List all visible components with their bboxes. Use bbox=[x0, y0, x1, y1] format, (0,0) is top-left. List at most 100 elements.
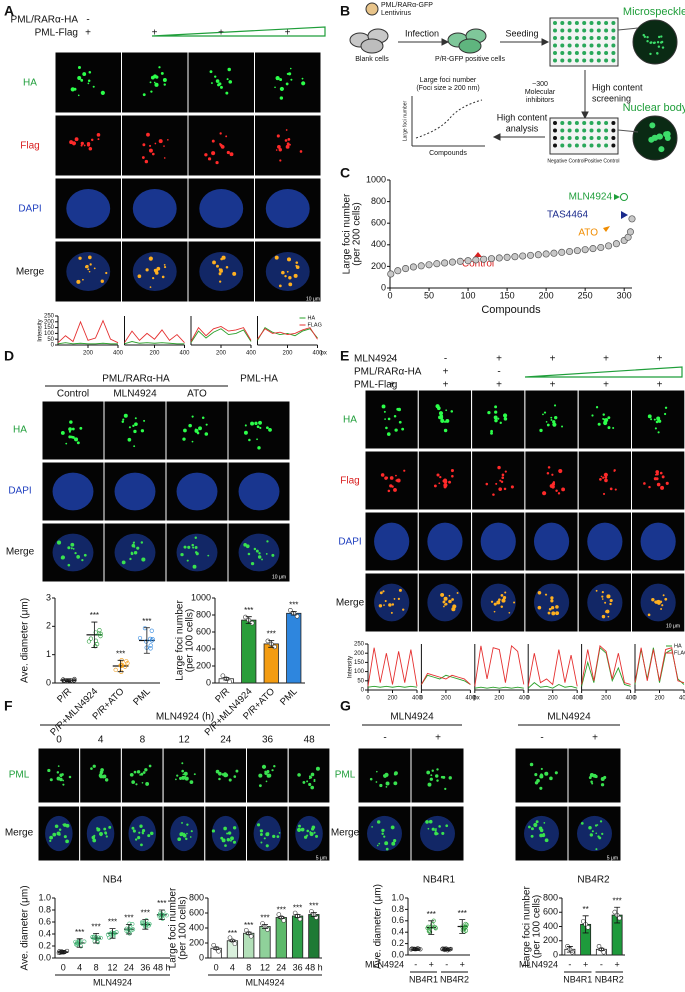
focus-spot bbox=[309, 831, 314, 837]
well bbox=[553, 36, 557, 40]
x-tick-label: 200 bbox=[441, 696, 452, 702]
focus-spot bbox=[256, 425, 260, 429]
focus-spot bbox=[643, 482, 646, 485]
focus-spot bbox=[550, 599, 554, 603]
focus-spot bbox=[445, 418, 450, 423]
nucleus bbox=[52, 533, 94, 572]
focus-spot bbox=[245, 544, 250, 549]
focus-spot bbox=[435, 774, 439, 778]
focus-spot bbox=[232, 840, 237, 844]
focus-spot bbox=[490, 600, 494, 603]
focus-spot bbox=[651, 598, 655, 602]
focus-spot bbox=[141, 557, 146, 562]
x-tick-label: 12 bbox=[107, 962, 117, 972]
measurement-ring bbox=[124, 659, 129, 664]
y-tick-label: 50 bbox=[357, 678, 364, 684]
focus-spot bbox=[138, 831, 141, 834]
focus-spot bbox=[601, 832, 604, 835]
legend-label: FLAG bbox=[308, 322, 322, 328]
focus-spot bbox=[77, 76, 82, 81]
focus-spot bbox=[425, 820, 429, 824]
annotation: ATO bbox=[578, 228, 598, 239]
x-axis-label: MLN4924 bbox=[93, 977, 132, 987]
focus-spot bbox=[601, 614, 606, 619]
focus-spot bbox=[76, 555, 80, 559]
trace bbox=[124, 341, 185, 345]
header-label: PML/RARα-HA bbox=[354, 367, 422, 378]
focus-spot bbox=[603, 775, 607, 780]
nucleus bbox=[524, 815, 559, 852]
measurement-ring bbox=[61, 678, 66, 683]
focus-spot bbox=[230, 839, 232, 842]
well bbox=[553, 43, 557, 48]
focus-spot bbox=[97, 138, 100, 141]
error-bar bbox=[229, 939, 236, 943]
focus-spot bbox=[436, 779, 439, 782]
trace bbox=[421, 672, 471, 685]
error-bar bbox=[582, 915, 589, 934]
legend-label: HA bbox=[674, 643, 682, 649]
y-tick-label: 0.4 bbox=[391, 927, 404, 937]
micrograph bbox=[524, 450, 579, 511]
step-label: High content bbox=[592, 82, 643, 92]
header-label: PML/RARα-HA bbox=[11, 15, 79, 26]
focus-spot bbox=[490, 431, 493, 435]
row-label: Merge bbox=[6, 547, 35, 558]
focus-spot bbox=[128, 426, 131, 429]
focus-spot bbox=[387, 417, 391, 421]
well bbox=[553, 143, 557, 148]
graph-ylabel: Large foci number bbox=[402, 101, 408, 142]
row-label: DAPI bbox=[8, 486, 31, 497]
focus-spot bbox=[548, 607, 552, 611]
focus-spot bbox=[290, 78, 293, 81]
focus-spot bbox=[57, 765, 60, 767]
column-label: 24 bbox=[220, 735, 232, 746]
measurement-ring bbox=[74, 942, 79, 947]
focus-spot bbox=[90, 767, 93, 770]
focus-spot bbox=[589, 773, 594, 778]
error-bar bbox=[290, 611, 297, 616]
row-label: HA bbox=[343, 415, 357, 426]
measurement-ring bbox=[88, 636, 94, 641]
point bbox=[542, 250, 550, 258]
focus-spot bbox=[207, 157, 212, 161]
foci-icon bbox=[652, 41, 656, 45]
row-label: DAPI bbox=[18, 204, 41, 215]
point bbox=[487, 255, 496, 263]
error-bar bbox=[412, 947, 419, 951]
x-tick-label: 36 bbox=[140, 962, 150, 972]
focus-spot bbox=[183, 545, 187, 549]
focus-spot bbox=[599, 478, 602, 481]
well bbox=[560, 21, 565, 25]
focus-spot bbox=[218, 771, 222, 776]
focus-spot bbox=[141, 832, 145, 835]
inhibitor-label: Molecular bbox=[525, 89, 556, 96]
point bbox=[519, 252, 527, 260]
focus-spot bbox=[495, 482, 498, 485]
focus-spot bbox=[436, 832, 439, 835]
focus-spot bbox=[558, 468, 563, 474]
focus-spot bbox=[279, 96, 284, 100]
x-tick-label: 200 bbox=[387, 696, 398, 702]
header-label: PML-Flag bbox=[35, 28, 78, 39]
focus-spot bbox=[153, 81, 156, 84]
focus-spot bbox=[141, 156, 145, 159]
focus-spot bbox=[56, 540, 62, 545]
header-sign: + bbox=[443, 367, 449, 378]
focus-spot bbox=[537, 605, 542, 610]
focus-spot bbox=[557, 492, 561, 495]
measurement-ring bbox=[427, 929, 433, 935]
nucleus bbox=[211, 815, 240, 852]
focus-spot bbox=[429, 777, 433, 781]
focus-spot bbox=[594, 774, 598, 778]
focus-spot bbox=[141, 781, 144, 784]
focus-spot bbox=[589, 833, 594, 837]
well bbox=[589, 51, 594, 55]
virus-label: Lentivirus bbox=[381, 10, 411, 17]
focus-spot bbox=[175, 778, 177, 781]
x-tick-label: 24 bbox=[276, 962, 286, 972]
focus-spot bbox=[163, 83, 166, 86]
point bbox=[409, 263, 417, 271]
y-tick-label: 200 bbox=[44, 319, 55, 325]
focus-spot bbox=[376, 770, 378, 773]
